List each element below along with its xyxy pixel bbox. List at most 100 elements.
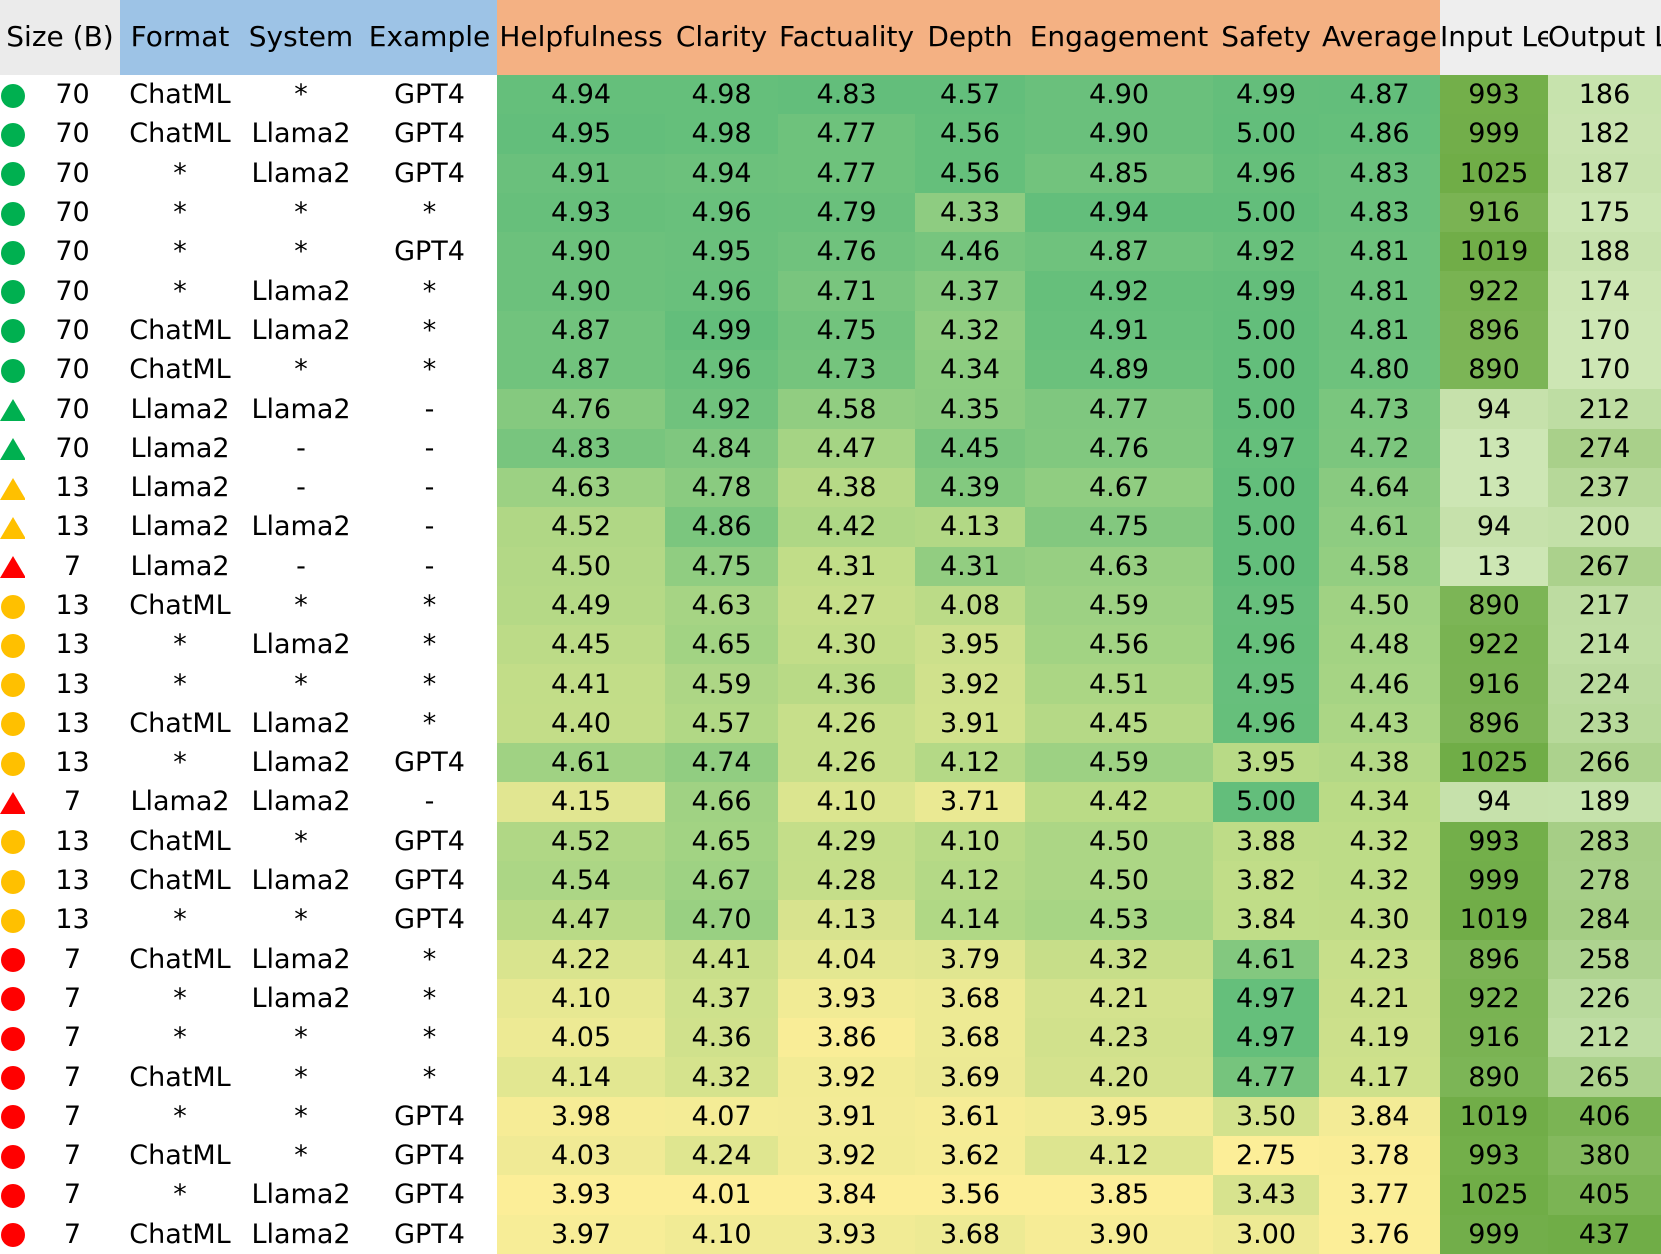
cell-example: * xyxy=(422,943,437,975)
cell-system: * xyxy=(294,1022,308,1054)
cell-engagement: 4.50 xyxy=(1025,821,1213,861)
cell-size: 13 xyxy=(55,590,90,621)
cell-input-length: 94 xyxy=(1440,507,1548,547)
cell-clarity: 4.24 xyxy=(665,1136,778,1176)
cell-safety: 5.00 xyxy=(1213,507,1319,547)
table-row: 7 Llama2- -4.50 4.75 4.31 4.31 4.63 5.00 4.58 13 2… xyxy=(0,546,1661,586)
triangle-yellow-marker-icon xyxy=(0,516,25,539)
circle-red-marker-icon xyxy=(0,1183,25,1208)
cell-output-length: 267 xyxy=(1548,546,1661,586)
header-depth: Depth xyxy=(915,0,1025,75)
cell-size: 70 xyxy=(55,432,90,464)
cell-system: * xyxy=(294,590,308,621)
cell-system: Llama2 xyxy=(251,786,351,818)
cell-average: 4.72 xyxy=(1319,428,1440,468)
cell-output-length: 226 xyxy=(1548,978,1661,1019)
cell-format: * xyxy=(173,275,187,307)
cell-format: Llama2 xyxy=(130,432,230,464)
cell-safety: 3.00 xyxy=(1213,1214,1319,1254)
cell-size: 13 xyxy=(55,472,90,504)
cell-size: 13 xyxy=(55,825,90,857)
cell-input-length: 993 xyxy=(1440,821,1548,861)
cell-average: 4.32 xyxy=(1319,821,1440,861)
cell-example: * xyxy=(422,668,437,700)
cell-engagement: 3.90 xyxy=(1025,1214,1213,1254)
cell-example: GPT4 xyxy=(394,236,465,268)
cell-engagement: 4.23 xyxy=(1025,1018,1213,1058)
cell-factuality: 4.27 xyxy=(778,585,915,626)
table-row: 13 * * GPT4 4.47 4.70 4.13 4.14 4.53 3.84 4.30 1019… xyxy=(0,900,1661,940)
triangle-red-marker-icon xyxy=(0,556,25,579)
row-marker-cell xyxy=(0,271,25,310)
cell-helpfulness: 4.03 xyxy=(497,1136,665,1176)
cell-output-length: 189 xyxy=(1548,782,1661,822)
cell-average: 4.30 xyxy=(1319,900,1440,940)
cell-clarity: 4.70 xyxy=(665,900,778,940)
table-row: 13 * Llama2 GPT4 4.61 4.74 4.26 4.12 4.59 3.95 4.3… xyxy=(0,743,1661,783)
cell-average: 4.23 xyxy=(1319,939,1440,979)
header-example: Example xyxy=(362,0,497,75)
cell-helpfulness: 3.93 xyxy=(497,1175,665,1215)
cell-safety: 3.88 xyxy=(1213,821,1319,861)
row-marker-cell xyxy=(0,861,25,900)
cell-average: 4.38 xyxy=(1319,743,1440,783)
cell-format: ChatML xyxy=(129,118,231,150)
cell-engagement: 4.59 xyxy=(1025,743,1213,783)
cell-size: 7 xyxy=(63,1022,82,1054)
circle-red-marker-icon xyxy=(0,1223,25,1248)
header-clarity: Clarity xyxy=(665,0,778,75)
table-row: 70 ChatML * * 4.87 4.96 4.73 4.34 4.89 5.00 4.80 89… xyxy=(0,350,1661,390)
cell-size: 13 xyxy=(55,865,90,897)
row-marker-cell xyxy=(0,154,25,193)
row-marker-cell xyxy=(0,468,25,507)
row-marker-cell xyxy=(0,350,25,389)
cell-format: * xyxy=(173,1179,187,1211)
cell-safety: 4.96 xyxy=(1213,153,1319,193)
row-marker-cell xyxy=(0,704,25,743)
cell-helpfulness: 4.22 xyxy=(497,939,665,979)
cell-size: 13 xyxy=(55,904,90,936)
cell-system: Llama2 xyxy=(251,747,351,779)
row-marker-cell xyxy=(0,586,25,625)
cell-input-length: 993 xyxy=(1440,75,1548,115)
cell-safety: 2.75 xyxy=(1213,1136,1319,1176)
cell-average: 4.87 xyxy=(1319,75,1440,115)
row-marker-cell xyxy=(0,625,25,664)
cell-example: * xyxy=(422,314,437,346)
table-body: 70 ChatML * GPT4 4.94 4.98 4.83 4.57 4.90 4.99 4.8… xyxy=(0,75,1661,1254)
cell-safety: 5.00 xyxy=(1213,546,1319,586)
row-marker-cell xyxy=(0,1097,25,1136)
cell-helpfulness: 4.91 xyxy=(497,153,665,193)
table-row: 13 * Llama2 * 4.45 4.65 4.30 3.95 4.56 4.96 4.48 92… xyxy=(0,625,1661,665)
cell-helpfulness: 4.15 xyxy=(497,782,665,822)
circle-red-marker-icon xyxy=(0,987,25,1012)
cell-safety: 4.77 xyxy=(1213,1057,1319,1097)
cell-helpfulness: 4.95 xyxy=(497,114,665,154)
cell-format: ChatML xyxy=(129,1061,231,1093)
cell-helpfulness: 4.50 xyxy=(497,546,665,586)
cell-safety: 5.00 xyxy=(1213,467,1319,508)
cell-system: * xyxy=(294,79,308,111)
table-row: 13 Llama2- -4.63 4.78 4.38 4.39 4.67 5.00 4.64 13… xyxy=(0,467,1661,508)
cell-format: * xyxy=(173,668,187,700)
cell-size: 7 xyxy=(63,982,82,1014)
cell-depth: 4.35 xyxy=(915,389,1025,429)
cell-system: Llama2 xyxy=(251,393,351,425)
cell-output-length: 274 xyxy=(1548,428,1661,468)
cell-safety: 3.84 xyxy=(1213,900,1319,940)
cell-size: 7 xyxy=(63,1061,82,1093)
cell-clarity: 4.92 xyxy=(665,389,778,429)
cell-depth: 4.31 xyxy=(915,546,1025,586)
cell-size: 13 xyxy=(55,629,90,661)
cell-input-length: 922 xyxy=(1440,271,1548,311)
cell-clarity: 4.75 xyxy=(665,546,778,586)
cell-factuality: 4.26 xyxy=(778,703,915,744)
row-marker-cell xyxy=(0,782,25,821)
cell-helpfulness: 4.76 xyxy=(497,389,665,429)
cell-input-length: 890 xyxy=(1440,1057,1548,1097)
cell-size: 7 xyxy=(63,1179,82,1211)
row-marker-cell xyxy=(0,1215,25,1254)
cell-safety: 4.97 xyxy=(1213,428,1319,468)
table-row: 7 ChatML Llama2 * 4.22 4.41 4.04 3.79 4.32 4.61 4.… xyxy=(0,939,1661,979)
